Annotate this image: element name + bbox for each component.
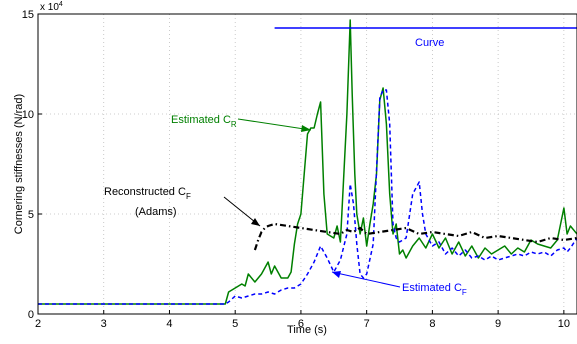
x-tick-label: 5 xyxy=(232,318,238,330)
x-tick-label: 8 xyxy=(429,318,435,330)
y-tick-label: 15 xyxy=(22,9,34,21)
annotation-adams: (Adams) xyxy=(135,206,177,218)
x-tick-label: 3 xyxy=(101,318,107,330)
x-tick-label: 4 xyxy=(166,318,172,330)
x-tick-label: 10 xyxy=(558,318,570,330)
annotation-arrowhead-estimated-cf xyxy=(332,271,341,278)
series-line-estimated-c-r xyxy=(38,19,577,305)
series-line-estimated-c-f xyxy=(38,89,577,305)
y-exponent-label: x 104 xyxy=(40,1,63,13)
annotation-arrowhead-reconstructed-cf xyxy=(251,218,260,226)
plot-series xyxy=(38,19,577,305)
annotation-arrow-estimated-cf xyxy=(331,271,401,288)
y-axis-ticks: 0 5 10 15 xyxy=(22,9,42,321)
x-tick-label: 9 xyxy=(495,318,501,330)
x-tick-label: 2 xyxy=(35,318,41,330)
annotation-curve: Curve xyxy=(415,37,444,49)
y-tick-label: 5 xyxy=(28,209,34,221)
annotation-estimated-cr: Estimated CR xyxy=(171,114,237,129)
x-tick-label: 7 xyxy=(364,318,370,330)
x-axis-label: Time (s) xyxy=(287,324,327,336)
annotation-estimated-cf: Estimated CF xyxy=(402,282,467,297)
y-tick-label: 10 xyxy=(22,109,34,121)
y-axis-label: Cornering stiffnesses (N/rad) xyxy=(13,94,25,234)
x-tick-label: 6 xyxy=(298,318,304,330)
annotation-arrowhead-estimated-cr xyxy=(301,125,311,132)
plot-area-frame xyxy=(37,13,577,315)
x-axis-ticks: 2 3 4 5 6 7 8 9 10 xyxy=(35,310,570,330)
annotation-arrow-estimated-cr xyxy=(237,118,312,131)
annotation-reconstructed-cf: Reconstructed CF xyxy=(104,186,191,201)
y-tick-label: 0 xyxy=(28,309,34,321)
